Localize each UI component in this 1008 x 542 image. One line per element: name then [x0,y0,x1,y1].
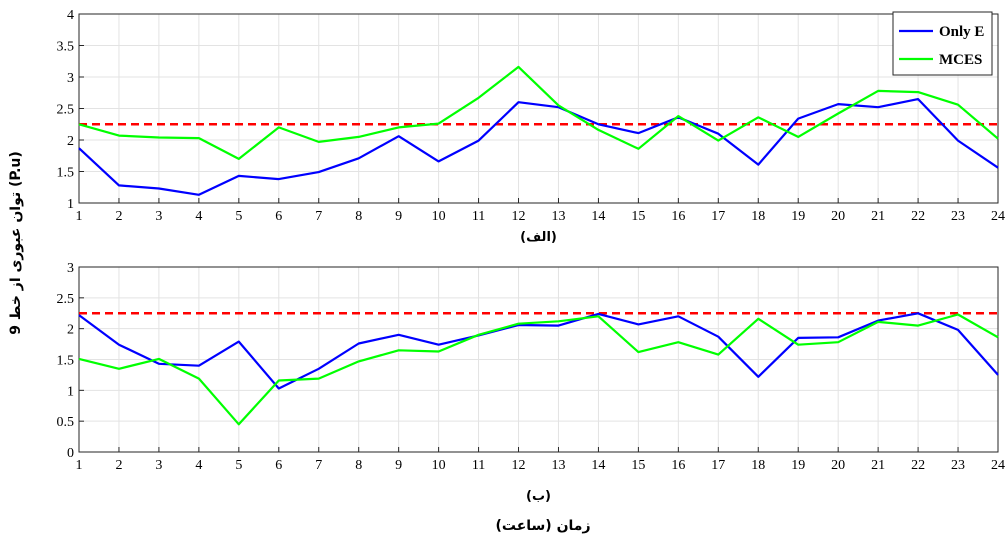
series-line-only-e [78,312,999,390]
x-tick-label: 19 [791,458,805,473]
legend-label: MCES [939,52,982,68]
x-tick-label: 9 [395,209,402,224]
x-tick-label: 22 [911,458,925,473]
x-tick-label: 9 [395,458,402,473]
x-tick-label: 7 [315,458,322,473]
x-tick-label: 13 [551,458,565,473]
x-tick-label: 17 [711,458,725,473]
x-tick-label: 23 [951,209,965,224]
x-tick-label: 11 [472,209,485,224]
x-tick-label: 21 [871,209,885,224]
y-tick-label: 4 [67,8,74,23]
x-tick-label: 22 [911,209,925,224]
y-tick-label: 0.5 [57,415,75,430]
x-tick-label: 13 [551,209,565,224]
x-tick-label: 14 [591,209,605,224]
x-tick-label: 24 [991,209,1005,224]
y-tick-label: 3 [67,261,74,276]
x-tick-label: 1 [76,458,83,473]
x-axis-title: زمان (ساعت) [495,518,590,534]
legend-box [892,11,993,76]
series-line-mces [78,65,999,160]
x-tick-label: 8 [355,209,362,224]
x-tick-label: 20 [831,209,845,224]
x-tick-label: 8 [355,458,362,473]
y-axis-title: توان عبوری از خط 9 (P.u) [8,151,24,335]
panel-caption: (الف) [520,230,557,245]
x-tick-label: 4 [195,458,202,473]
x-tick-label: 16 [671,209,685,224]
x-tick-label: 24 [991,458,1005,473]
x-tick-label: 21 [871,458,885,473]
x-tick-label: 1 [76,209,83,224]
y-tick-label: 0 [67,446,74,461]
y-tick-label: 1 [67,197,74,212]
x-tick-label: 20 [831,458,845,473]
legend-label: Only E [939,24,984,40]
x-tick-label: 12 [512,209,526,224]
y-tick-label: 1.5 [57,166,75,181]
y-tick-label: 2.5 [57,103,75,118]
series-line-mces [78,313,999,426]
x-tick-label: 23 [951,458,965,473]
x-tick-label: 4 [195,209,202,224]
x-tick-label: 18 [751,458,765,473]
x-tick-label: 10 [432,209,446,224]
x-tick-label: 16 [671,458,685,473]
y-tick-label: 2 [67,323,74,338]
x-tick-label: 12 [512,458,526,473]
x-tick-label: 3 [155,458,162,473]
chart-panel-bottom: 1 2 3 4 5 6 7 8 9 10 11 12 13 14 15 16 17 18 19 20 21 22 23 240… [57,261,1006,504]
x-tick-label: 19 [791,209,805,224]
x-tick-label: 17 [711,209,725,224]
x-tick-label: 7 [315,209,322,224]
x-tick-label: 10 [432,458,446,473]
x-tick-label: 2 [115,209,122,224]
chart-panel-top: 1 2 3 4 5 6 7 8 9 10 11 12 13 14 15 16 17 18 19 20 21 22 23 241… [57,8,1006,245]
x-tick-label: 6 [275,209,282,224]
x-tick-label: 2 [115,458,122,473]
x-tick-label: 6 [275,458,282,473]
y-tick-label: 1 [67,384,74,399]
x-tick-label: 3 [155,209,162,224]
x-tick-label: 18 [751,209,765,224]
y-tick-label: 3 [67,71,74,86]
y-tick-label: 1.5 [57,354,75,369]
x-tick-label: 15 [631,209,645,224]
x-tick-label: 11 [472,458,485,473]
x-tick-label: 5 [235,458,242,473]
y-tick-label: 3.5 [57,40,75,55]
x-tick-label: 15 [631,458,645,473]
y-tick-label: 2.5 [57,292,75,307]
series-line-only-e [78,97,999,196]
x-tick-label: 5 [235,209,242,224]
y-tick-label: 2 [67,134,74,149]
x-tick-label: 14 [591,458,605,473]
panel-caption: (ب) [526,489,551,504]
